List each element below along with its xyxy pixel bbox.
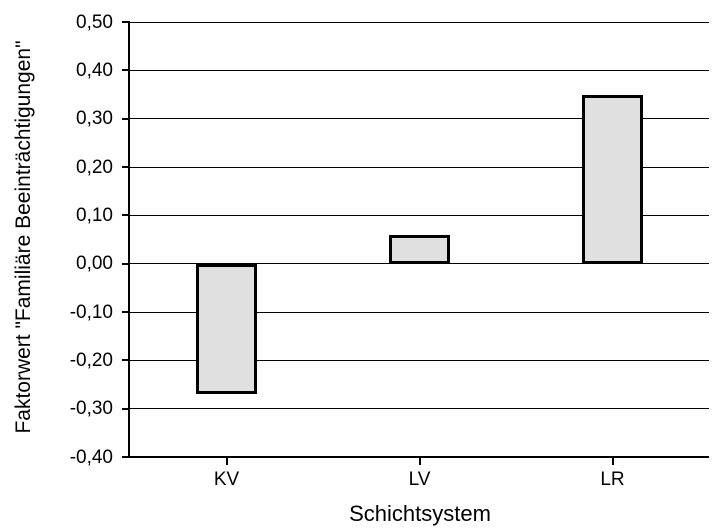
y-axis-tick [122,262,130,265]
y-axis-tick [122,214,130,217]
y-tick-label: -0,40 [69,446,113,468]
y-tick-label: 0,50 [76,11,113,33]
x-category-label: KV [213,469,240,490]
x-category-label: LR [600,469,625,490]
gridline [130,166,709,168]
y-tick-label: -0,30 [69,398,113,420]
x-axis-title: Schichtsystem [349,501,491,526]
gridline [130,359,709,361]
y-axis-tick [122,456,130,458]
y-tick-label: -0,10 [69,301,113,323]
y-axis-tick [122,166,130,168]
y-tick-label: 0,40 [76,59,113,81]
y-axis-tick [122,407,130,410]
y-tick-label: 0,30 [76,108,113,130]
gridline [130,214,709,216]
y-axis-tick [122,117,130,120]
x-axis-tick [418,457,421,465]
y-axis-tick [122,69,130,72]
y-tick-label: 0,20 [76,156,113,178]
bar-kv [196,263,257,395]
x-category-label: LV [408,469,431,490]
gridline [130,408,709,410]
y-axis-line [128,22,130,458]
y-axis-tick [122,359,130,362]
y-tick-label: -0,20 [69,349,113,371]
x-axis-tick [611,457,614,465]
x-axis-tick [225,457,228,465]
y-tick-label: 0,00 [76,253,113,275]
y-axis-tick [122,311,130,313]
gridline [130,21,709,23]
gridline [130,118,709,120]
y-tick-label: 0,10 [76,204,113,226]
gridline [130,69,709,71]
bar-lr [582,94,643,264]
y-axis-tick [122,21,130,23]
gridline [130,263,709,265]
bar-lv [389,234,450,264]
gridline [130,311,709,313]
